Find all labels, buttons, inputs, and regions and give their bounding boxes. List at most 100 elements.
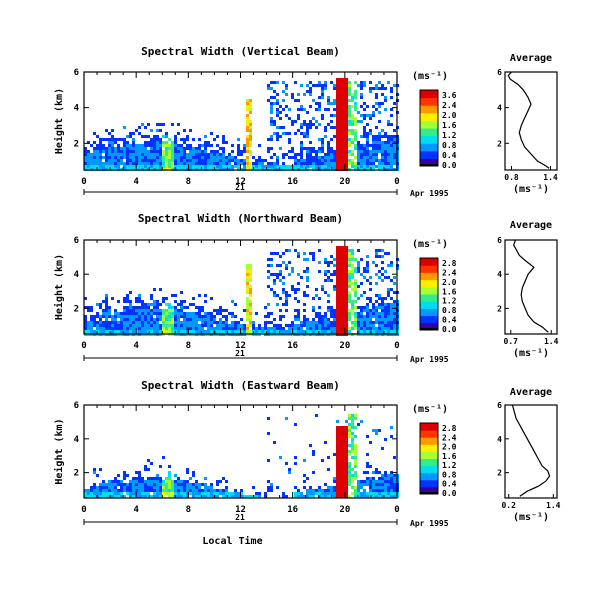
heatmap-cell <box>393 102 396 105</box>
heatmap-cell <box>339 249 342 252</box>
heatmap-cell <box>129 165 132 168</box>
heatmap-cell <box>351 93 354 96</box>
heatmap-cell <box>300 123 303 126</box>
heatmap-cell <box>138 330 141 333</box>
heatmap-cell <box>342 150 345 153</box>
heatmap-cell <box>138 486 141 489</box>
heatmap-cell <box>132 492 135 495</box>
heatmap-cell <box>153 159 156 162</box>
heatmap-cell <box>129 324 132 327</box>
heatmap-cell <box>102 156 105 159</box>
heatmap-cell <box>114 489 117 492</box>
heatmap-cell <box>144 306 147 309</box>
heatmap-cell <box>180 150 183 153</box>
average-y-tick-label: 4 <box>497 104 502 113</box>
heatmap-cell <box>360 321 363 324</box>
heatmap-cell <box>207 312 210 315</box>
heatmap-cell <box>339 81 342 84</box>
heatmap-cell <box>249 123 252 126</box>
heatmap-cell <box>288 294 291 297</box>
heatmap-cell <box>336 150 339 153</box>
heatmap-cell <box>345 87 348 90</box>
heatmap-cell <box>393 486 396 489</box>
heatmap-cell <box>156 162 159 165</box>
heatmap-cell <box>357 153 360 156</box>
heatmap-cell <box>225 480 228 483</box>
heatmap-cell <box>354 465 357 468</box>
heatmap-cell <box>297 162 300 165</box>
heatmap-cell <box>360 114 363 117</box>
heatmap-cell <box>183 138 186 141</box>
heatmap-cell <box>360 159 363 162</box>
heatmap-cell <box>162 315 165 318</box>
colorbar-swatch <box>420 301 438 309</box>
heatmap-cell <box>168 153 171 156</box>
heatmap-cell <box>363 84 366 87</box>
heatmap-cell <box>183 489 186 492</box>
heatmap-cell <box>369 81 372 84</box>
heatmap-cell <box>225 156 228 159</box>
heatmap-cell <box>321 147 324 150</box>
heatmap-cell <box>189 150 192 153</box>
heatmap-cell <box>369 165 372 168</box>
heatmap-cell <box>210 159 213 162</box>
heatmap-cell <box>156 144 159 147</box>
colorbar-tick-label: 2.8 <box>442 259 457 268</box>
heatmap-cell <box>393 141 396 144</box>
heatmap-cell <box>198 306 201 309</box>
heatmap-cell <box>363 129 366 132</box>
heatmap-cell <box>267 87 270 90</box>
heatmap-cell <box>267 147 270 150</box>
heatmap-cell <box>360 318 363 321</box>
heatmap-cell <box>381 480 384 483</box>
heatmap-cell <box>339 129 342 132</box>
heatmap-cell <box>192 165 195 168</box>
heatmap-cell <box>351 426 354 429</box>
heatmap-cell <box>303 291 306 294</box>
heatmap-cell <box>345 135 348 138</box>
heatmap-cell <box>270 147 273 150</box>
heatmap-cell <box>219 321 222 324</box>
heatmap-cell <box>126 159 129 162</box>
heatmap-cell <box>333 486 336 489</box>
heatmap-cell <box>342 108 345 111</box>
heatmap-cell <box>210 144 213 147</box>
heatmap-cell <box>240 318 243 321</box>
heatmap-cell <box>297 324 300 327</box>
heatmap-cell <box>318 297 321 300</box>
heatmap-cell <box>96 324 99 327</box>
heatmap-cell <box>234 330 237 333</box>
heatmap-cell <box>87 156 90 159</box>
heatmap-cell <box>336 288 339 291</box>
heatmap-cell <box>336 114 339 117</box>
heatmap-cell <box>123 471 126 474</box>
heatmap-cell <box>351 447 354 450</box>
heatmap-cell <box>315 330 318 333</box>
heatmap-cell <box>351 132 354 135</box>
heatmap-cell <box>312 324 315 327</box>
heatmap-cell <box>273 153 276 156</box>
heatmap-cell <box>366 114 369 117</box>
heatmap-cell <box>276 156 279 159</box>
heatmap-cell <box>114 477 117 480</box>
heatmap-cell <box>357 264 360 267</box>
heatmap-cell <box>153 324 156 327</box>
heatmap-cell <box>372 471 375 474</box>
heatmap-cell <box>309 330 312 333</box>
heatmap-cell <box>288 108 291 111</box>
heatmap-cell <box>381 150 384 153</box>
heatmap-cell <box>336 117 339 120</box>
heatmap-cell <box>351 300 354 303</box>
heatmap-cell <box>366 462 369 465</box>
heatmap-cell <box>369 321 372 324</box>
heatmap-cell <box>357 318 360 321</box>
heatmap-cell <box>345 159 348 162</box>
heatmap-cell <box>345 282 348 285</box>
heatmap-cell <box>390 87 393 90</box>
heatmap-cell <box>348 444 351 447</box>
heatmap-cell <box>279 270 282 273</box>
heatmap-cell <box>210 150 213 153</box>
heatmap-cell <box>333 114 336 117</box>
heatmap-cell <box>207 330 210 333</box>
heatmap-cell <box>366 435 369 438</box>
